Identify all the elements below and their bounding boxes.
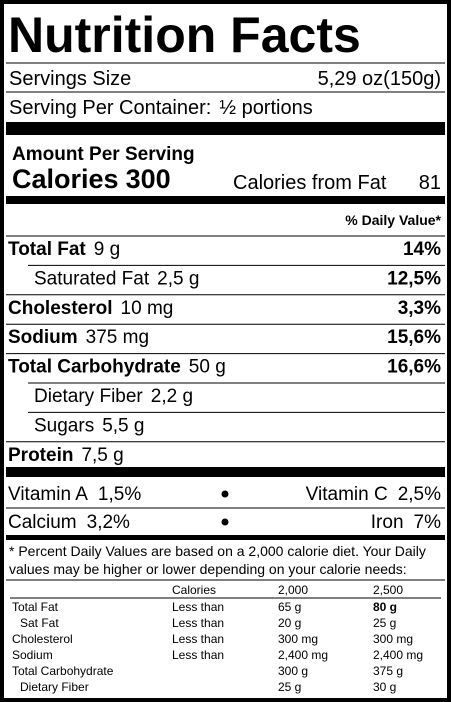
table-cell: 300 mg: [278, 632, 318, 646]
thick-bar: [6, 467, 445, 477]
table-cell: 25 g: [278, 680, 301, 694]
nutrient-name: Sugars: [34, 415, 94, 436]
daily-value-header: % Daily Value*: [345, 212, 441, 228]
value: ½ portions: [219, 97, 312, 119]
calories-from-fat-value: 81: [419, 172, 441, 194]
table-cell: 30 g: [373, 680, 396, 694]
vitamin-value: 7%: [414, 512, 442, 533]
nutrient-amount: 375 mg: [86, 327, 149, 348]
table-cell: 300 g: [278, 664, 308, 678]
value: 300: [126, 164, 171, 194]
bullet: [221, 490, 229, 498]
table-cell: Less than: [172, 600, 224, 614]
nutrient-amount: 50 g: [189, 357, 226, 378]
table-cell: 25 g: [373, 616, 396, 630]
nutrient-name: Total Fat: [8, 239, 86, 260]
nutrient-name: Dietary Fiber: [34, 386, 143, 407]
vitamin-value: 3,2%: [87, 512, 130, 533]
vitamin-value: 1,5%: [98, 484, 141, 505]
title: Nutrition Facts: [8, 7, 361, 63]
table-header: Calories: [172, 583, 216, 597]
vitamin-name: Iron: [371, 512, 404, 533]
calories: Calories 300: [12, 164, 171, 194]
nutrient: Saturated Fat 2,5 g: [34, 268, 199, 289]
table-cell: 2,400 mg: [373, 648, 423, 662]
table-cell: Cholesterol: [12, 632, 73, 646]
thick-bar: [6, 122, 445, 135]
amount-per-serving: Amount Per Serving: [12, 144, 195, 165]
daily-value: 15,6%: [387, 327, 441, 348]
table-cell: 65 g: [278, 600, 301, 614]
table-cell: Sodium: [12, 648, 53, 662]
footnote: values may be higher or lower depending …: [9, 561, 407, 577]
table-cell: 80 g: [373, 600, 397, 614]
table-cell: Sat Fat: [20, 616, 59, 630]
footnote: * Percent Daily Values are based on a 2,…: [9, 543, 426, 559]
nutrient-amount: 7,5 g: [81, 445, 123, 466]
vitamin-name: Vitamin C: [306, 484, 388, 505]
nutrient: Sodium 375 mg: [8, 327, 149, 348]
nutrient-amount: 9 g: [94, 239, 120, 260]
table-cell: Dietary Fiber: [20, 680, 89, 694]
nutrient: Sugars 5,5 g: [34, 415, 144, 436]
bullet: [221, 518, 229, 526]
label: Calories: [12, 164, 119, 194]
nutrient-amount: 2,2 g: [151, 386, 193, 407]
daily-value: 3,3%: [398, 298, 441, 319]
vitamin: Vitamin A 1,5%: [8, 484, 141, 505]
vitamin-name: Calcium: [8, 512, 77, 533]
vitamin-value: 2,5%: [398, 484, 441, 505]
nutrient-name: Cholesterol: [8, 298, 113, 319]
nutrient: Total Carbohydrate 50 g: [8, 357, 226, 378]
nutrient: Protein 7,5 g: [8, 445, 124, 466]
vitamin: Iron 7%: [371, 512, 441, 533]
nutrient-name: Sodium: [8, 327, 78, 348]
table-cell: Less than: [172, 632, 224, 646]
table-cell: 20 g: [278, 616, 301, 630]
nutrient-name: Total Carbohydrate: [8, 357, 181, 378]
reference-table: Calories 2,000 2,500 Total Fat Less than 65 g…: [10, 583, 441, 694]
medium-bar: [6, 196, 445, 204]
vitamin-name: Vitamin A: [8, 484, 88, 505]
table-header: 2,000: [278, 583, 308, 597]
nutrient-rows: Total Fat 9 g 14% Saturated Fat 2,5 g 12,5% Ch…: [6, 235, 445, 466]
nutrient-name: Protein: [8, 445, 73, 466]
vitamin: Calcium 3,2%: [8, 512, 130, 533]
servings-per-container: Serving Per Container: ½ portions: [9, 97, 313, 119]
nutrient-name: Saturated Fat: [34, 268, 150, 289]
table-cell: Less than: [172, 648, 224, 662]
table-cell: Total Fat: [12, 600, 59, 614]
nutrient-amount: 2,5 g: [157, 268, 199, 289]
table-cell: 300 mg: [373, 632, 413, 646]
serving-size-value: 5,29 oz(150g): [318, 68, 441, 90]
nutrient: Dietary Fiber 2,2 g: [34, 386, 193, 407]
table-cell: 375 g: [373, 664, 403, 678]
nutrient-amount: 5,5 g: [102, 415, 144, 436]
vitamin-rows: Vitamin A 1,5% Vitamin C 2,5% Calcium 3,2% Iro…: [8, 484, 441, 533]
nutrient-amount: 10 mg: [121, 298, 174, 319]
medium-bar: [6, 535, 445, 540]
serving-size-label: Servings Size: [9, 68, 131, 90]
daily-value: 16,6%: [387, 357, 441, 378]
table-cell: Less than: [172, 616, 224, 630]
nutrient: Cholesterol 10 mg: [8, 298, 173, 319]
daily-value: 14%: [403, 239, 441, 260]
nutrient: Total Fat 9 g: [8, 239, 120, 260]
table-cell: 2,400 mg: [278, 648, 328, 662]
label: Serving Per Container:: [9, 97, 211, 119]
daily-value: 12,5%: [387, 268, 441, 289]
calories-from-fat-label: Calories from Fat: [233, 172, 387, 194]
table-cell: Total Carbohydrate: [12, 664, 114, 678]
table-header: 2,500: [373, 583, 403, 597]
vitamin: Vitamin C 2,5%: [306, 484, 441, 505]
